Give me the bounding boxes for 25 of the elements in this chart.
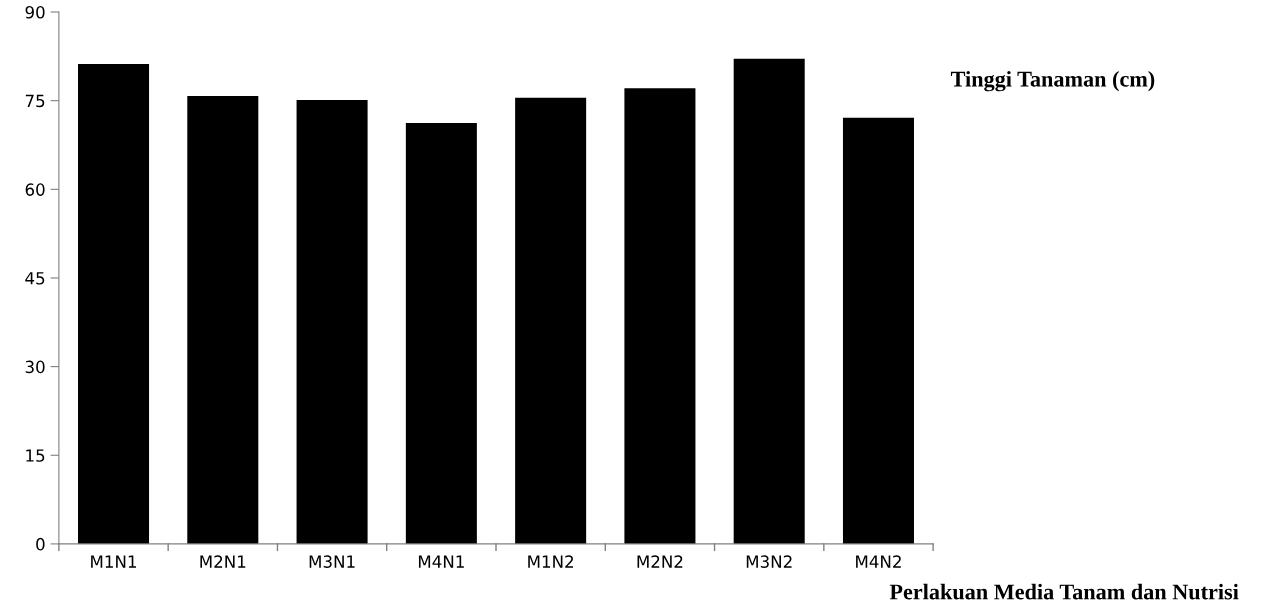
y-tick-label: 30 — [25, 360, 45, 374]
x-tick-label: M4N2 — [856, 555, 901, 568]
bar — [515, 97, 587, 544]
bar — [842, 117, 914, 544]
bar — [405, 123, 477, 544]
x-tick-label: M1N1 — [91, 555, 137, 568]
bar — [733, 58, 805, 544]
y-tick-label: 90 — [25, 5, 45, 19]
y-tick-label: 75 — [25, 94, 45, 108]
y-tick-label: 15 — [26, 449, 45, 462]
x-tick-label: M2N2 — [637, 555, 683, 568]
x-tick-label: M3N1 — [309, 555, 355, 568]
x-tick-label: M1N2 — [528, 555, 573, 568]
y-tick-label: 60 — [25, 183, 45, 196]
x-tick-label: M2N1 — [200, 555, 246, 568]
x-tick-label: M4N1 — [418, 555, 464, 568]
y-tick-label: 45 — [25, 272, 45, 285]
x-tick-label: M3N2 — [746, 555, 792, 568]
y-axis-title: Tinggi Tanaman (cm) — [950, 71, 1155, 92]
bar — [624, 88, 696, 544]
bar — [296, 100, 368, 544]
bar — [187, 95, 259, 544]
bar — [78, 64, 150, 544]
y-tick-label: 0 — [36, 537, 45, 551]
x-axis-title: Perlakuan Media Tanam dan Nutrisi — [889, 583, 1239, 600]
